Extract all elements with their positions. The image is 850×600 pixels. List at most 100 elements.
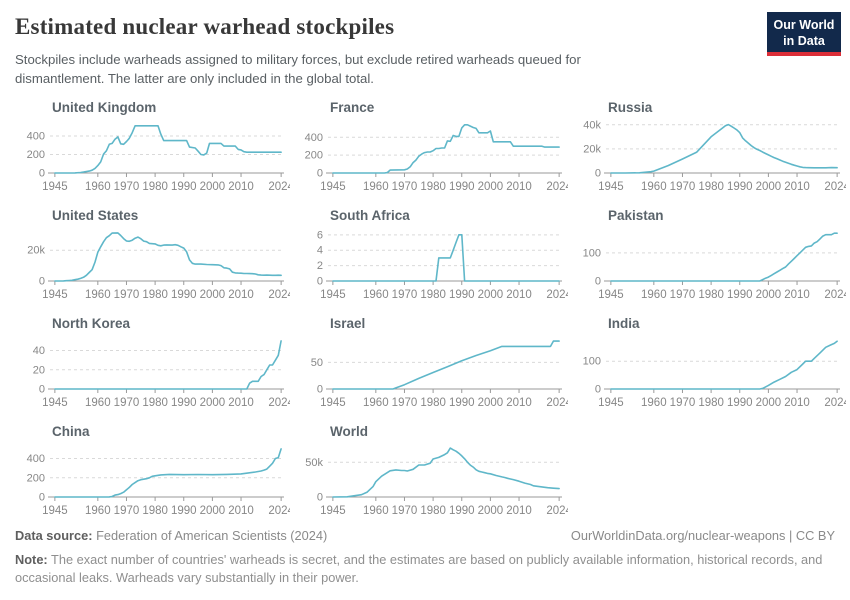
data-line bbox=[332, 447, 560, 499]
svg-text:200: 200 bbox=[27, 473, 45, 485]
note-label: Note: bbox=[15, 551, 48, 567]
chart-panel-russia: Russia 0 20k 40k 1945 1960 1970 1980 1990 2000 201… bbox=[568, 100, 850, 201]
svg-text:1960: 1960 bbox=[85, 397, 111, 409]
svg-text:2010: 2010 bbox=[228, 181, 254, 193]
data-source: Data source: Federation of American Scie… bbox=[15, 528, 327, 543]
owid-logo-line2: in Data bbox=[783, 33, 825, 48]
svg-text:1980: 1980 bbox=[420, 397, 446, 409]
svg-text:2010: 2010 bbox=[506, 505, 532, 517]
citation-link[interactable]: OurWorldinData.org/nuclear-weapons bbox=[570, 527, 786, 543]
svg-text:1990: 1990 bbox=[171, 505, 197, 517]
svg-text:40k: 40k bbox=[583, 120, 601, 132]
svg-text:1980: 1980 bbox=[420, 289, 446, 301]
svg-text:1970: 1970 bbox=[114, 397, 140, 409]
svg-text:200: 200 bbox=[27, 149, 45, 161]
svg-text:1945: 1945 bbox=[320, 289, 346, 301]
svg-text:1960: 1960 bbox=[85, 181, 111, 193]
svg-text:1980: 1980 bbox=[420, 505, 446, 517]
svg-text:1990: 1990 bbox=[171, 181, 197, 193]
data-line bbox=[332, 340, 560, 391]
svg-text:1970: 1970 bbox=[114, 181, 140, 193]
svg-text:1970: 1970 bbox=[392, 181, 418, 193]
data-line bbox=[610, 124, 838, 175]
data-line bbox=[610, 340, 838, 391]
svg-text:1960: 1960 bbox=[363, 397, 389, 409]
svg-text:20k: 20k bbox=[27, 245, 45, 257]
svg-text:40: 40 bbox=[33, 345, 45, 357]
chart-header: Estimated nuclear warhead stockpiles Sto… bbox=[0, 0, 850, 88]
data-line bbox=[54, 448, 282, 499]
svg-text:1960: 1960 bbox=[641, 289, 667, 301]
chart-panel-north-korea: North Korea 0 20 40 1945 1960 1970 1980 1990 2000… bbox=[12, 316, 295, 417]
data-line bbox=[54, 125, 282, 175]
svg-text:1970: 1970 bbox=[670, 181, 696, 193]
svg-text:1960: 1960 bbox=[85, 505, 111, 517]
small-multiples-grid: United Kingdom 0 200 400 1945 1960 1970 1980 199… bbox=[12, 100, 850, 525]
owid-logo: Our World in Data bbox=[767, 12, 841, 56]
chart-panel-united-kingdom: United Kingdom 0 200 400 1945 1960 1970 1980 199… bbox=[12, 100, 295, 201]
svg-text:0: 0 bbox=[39, 384, 45, 396]
svg-text:2010: 2010 bbox=[784, 181, 810, 193]
svg-text:2024: 2024 bbox=[268, 181, 290, 193]
svg-text:2010: 2010 bbox=[506, 181, 532, 193]
svg-text:1990: 1990 bbox=[727, 181, 753, 193]
svg-text:4: 4 bbox=[317, 245, 323, 257]
svg-text:1980: 1980 bbox=[698, 181, 724, 193]
svg-text:2024: 2024 bbox=[824, 397, 846, 409]
svg-text:2024: 2024 bbox=[824, 181, 846, 193]
svg-text:1990: 1990 bbox=[449, 289, 475, 301]
note-text: The exact number of countries' warheads … bbox=[15, 551, 823, 586]
svg-text:1945: 1945 bbox=[320, 181, 346, 193]
data-line bbox=[610, 232, 838, 283]
svg-text:0: 0 bbox=[317, 168, 323, 180]
svg-text:1945: 1945 bbox=[320, 505, 346, 517]
chart-panel-france: France 0 200 400 1945 1960 1970 1980 1990 2000 201… bbox=[290, 100, 573, 201]
svg-text:2000: 2000 bbox=[478, 181, 504, 193]
data-line bbox=[54, 340, 282, 391]
svg-text:2010: 2010 bbox=[228, 505, 254, 517]
svg-text:0: 0 bbox=[39, 276, 45, 288]
svg-text:50: 50 bbox=[311, 357, 323, 369]
panel-title: Israel bbox=[330, 316, 366, 332]
svg-text:1990: 1990 bbox=[727, 397, 753, 409]
svg-text:2024: 2024 bbox=[268, 289, 290, 301]
svg-text:1945: 1945 bbox=[42, 289, 68, 301]
svg-text:1970: 1970 bbox=[392, 505, 418, 517]
svg-text:1980: 1980 bbox=[142, 289, 168, 301]
svg-text:1960: 1960 bbox=[641, 181, 667, 193]
y-axis: 0 200 400 bbox=[305, 132, 562, 180]
svg-text:2010: 2010 bbox=[228, 397, 254, 409]
svg-text:0: 0 bbox=[317, 492, 323, 504]
chart-panel-israel: Israel 0 50 1945 1960 1970 1980 1990 2000 2010 202… bbox=[290, 316, 573, 417]
svg-text:1980: 1980 bbox=[142, 181, 168, 193]
chart-panel-world: World 0 50k 1945 1960 1970 1980 1990 2000 2010 202… bbox=[290, 424, 572, 525]
svg-text:1970: 1970 bbox=[114, 289, 140, 301]
svg-text:2000: 2000 bbox=[200, 397, 226, 409]
svg-text:2000: 2000 bbox=[200, 289, 226, 301]
chart-panel-south-africa: South Africa 0 2 4 6 1945 1960 1970 1980 1990 2000… bbox=[290, 208, 573, 309]
data-line bbox=[332, 124, 560, 175]
svg-text:2024: 2024 bbox=[546, 289, 568, 301]
svg-text:2000: 2000 bbox=[756, 181, 782, 193]
license-text: | CC BY bbox=[785, 527, 835, 543]
svg-text:1990: 1990 bbox=[449, 181, 475, 193]
y-axis: 0 100 bbox=[583, 356, 840, 396]
svg-text:0: 0 bbox=[317, 384, 323, 396]
svg-text:1990: 1990 bbox=[449, 505, 475, 517]
panel-title: World bbox=[330, 424, 368, 440]
svg-text:1990: 1990 bbox=[171, 397, 197, 409]
svg-text:1960: 1960 bbox=[363, 181, 389, 193]
source-row: Data source: Federation of American Scie… bbox=[15, 528, 835, 543]
svg-text:400: 400 bbox=[27, 131, 45, 143]
svg-text:20: 20 bbox=[33, 365, 45, 377]
data-line bbox=[332, 234, 560, 283]
